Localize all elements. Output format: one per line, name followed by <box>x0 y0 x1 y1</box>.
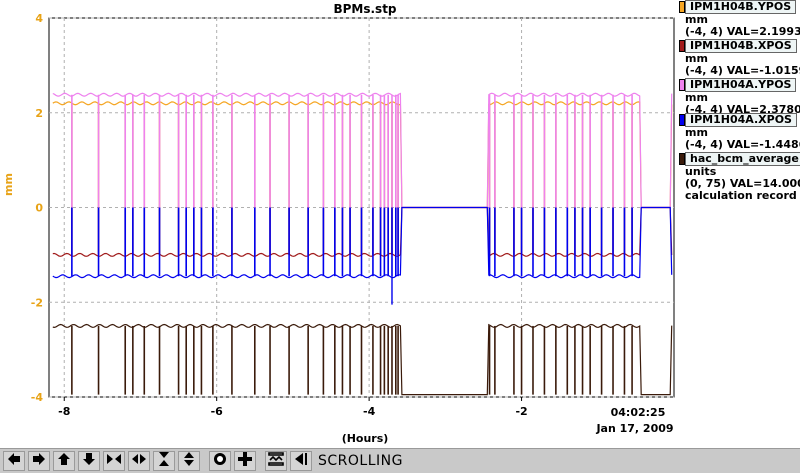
legend-unit: mm <box>685 126 708 139</box>
legend-series-name: IPM1H04B.YPOS <box>685 0 797 14</box>
legend-swatch <box>679 79 685 91</box>
crosshair-button[interactable] <box>234 451 256 471</box>
autoscale-icon <box>268 451 284 471</box>
scroll-up-button[interactable] <box>53 451 75 471</box>
legend-series-name: IPM1H04A.YPOS <box>685 78 797 92</box>
legend-series-name: IPM1H04B.XPOS <box>685 39 797 53</box>
legend-unit: mm <box>685 13 708 26</box>
down-arrow-icon <box>81 451 97 471</box>
y-tick-label: 4 <box>35 12 43 25</box>
legend-swatch <box>679 40 685 52</box>
legend-note: calculation record <box>685 189 797 202</box>
legend-value: (-4, 4) VAL=2.19937 <box>685 25 800 38</box>
legend-series-name: hac_bcm_average <box>685 152 800 166</box>
legend-entry[interactable]: hac_bcm_average units (0, 75) VAL=14.0008 c… <box>679 152 800 202</box>
scroll-down-button[interactable] <box>78 451 100 471</box>
back-icon <box>293 451 309 471</box>
series-line <box>52 92 673 209</box>
crosshair-icon <box>237 451 253 471</box>
left-arrow-icon <box>6 451 22 471</box>
legend-unit: mm <box>685 52 708 65</box>
y-axis-label: mm <box>2 173 15 196</box>
legend-swatch <box>679 1 685 13</box>
zoom-out-horizontal-icon <box>131 451 147 471</box>
legend-value: (0, 75) VAL=14.0008 <box>685 177 800 190</box>
record-button[interactable] <box>209 451 231 471</box>
x-tick-label: -4 <box>363 405 376 418</box>
zoom-out-horizontal-button[interactable] <box>128 451 150 471</box>
right-arrow-icon <box>31 451 47 471</box>
legend-unit: units <box>685 165 717 178</box>
x-tick-label: -2 <box>515 405 527 418</box>
x-tick-label: -6 <box>211 405 224 418</box>
up-arrow-icon <box>56 451 72 471</box>
y-tick-label: 2 <box>35 107 43 120</box>
legend-series-name: IPM1H04A.XPOS <box>685 113 797 127</box>
zoom-in-vertical-icon <box>156 451 172 471</box>
back-button[interactable] <box>290 451 312 471</box>
legend-unit: mm <box>685 91 708 104</box>
current-time-label: 04:02:25 <box>610 406 666 419</box>
zoom-out-vertical-icon <box>181 451 197 471</box>
legend-value: (-4, 4) VAL=2.37806 <box>685 103 800 116</box>
zoom-in-vertical-button[interactable] <box>153 451 175 471</box>
plot-title: BPMs.stp <box>333 2 397 16</box>
legend-swatch <box>679 114 685 126</box>
legend-value: (-4, 4) VAL=-1.01593 <box>685 64 800 77</box>
x-axis-label: (Hours) <box>341 432 389 445</box>
scroll-right-button[interactable] <box>28 451 50 471</box>
legend-value: (-4, 4) VAL=-1.44866 <box>685 138 800 151</box>
zoom-in-horizontal-button[interactable] <box>103 451 125 471</box>
strip-chart[interactable]: -4 -2 0 2 4 -8 -6 -4 -2 <box>0 0 680 448</box>
legend-entry[interactable]: IPM1H04B.YPOS mm (-4, 4) VAL=2.19937 <box>679 0 800 38</box>
scroll-left-button[interactable] <box>3 451 25 471</box>
mode-status: SCROLLING <box>318 453 403 469</box>
toolbar: SCROLLING <box>0 448 800 473</box>
current-date-label: Jan 17, 2009 <box>596 422 674 435</box>
record-icon <box>212 451 228 471</box>
y-tick-label: -2 <box>31 296 43 309</box>
y-tick-label: -4 <box>31 391 44 404</box>
legend: IPM1H04B.YPOS mm (-4, 4) VAL=2.19937 IPM1H0… <box>679 0 800 448</box>
zoom-in-horizontal-icon <box>106 451 122 471</box>
legend-entry[interactable]: IPM1H04A.YPOS mm (-4, 4) VAL=2.37806 <box>679 78 800 116</box>
zoom-out-vertical-button[interactable] <box>178 451 200 471</box>
legend-swatch <box>679 153 685 165</box>
y-tick-label: 0 <box>35 202 43 215</box>
autoscale-button[interactable] <box>265 451 287 471</box>
x-tick-label: -8 <box>58 405 70 418</box>
